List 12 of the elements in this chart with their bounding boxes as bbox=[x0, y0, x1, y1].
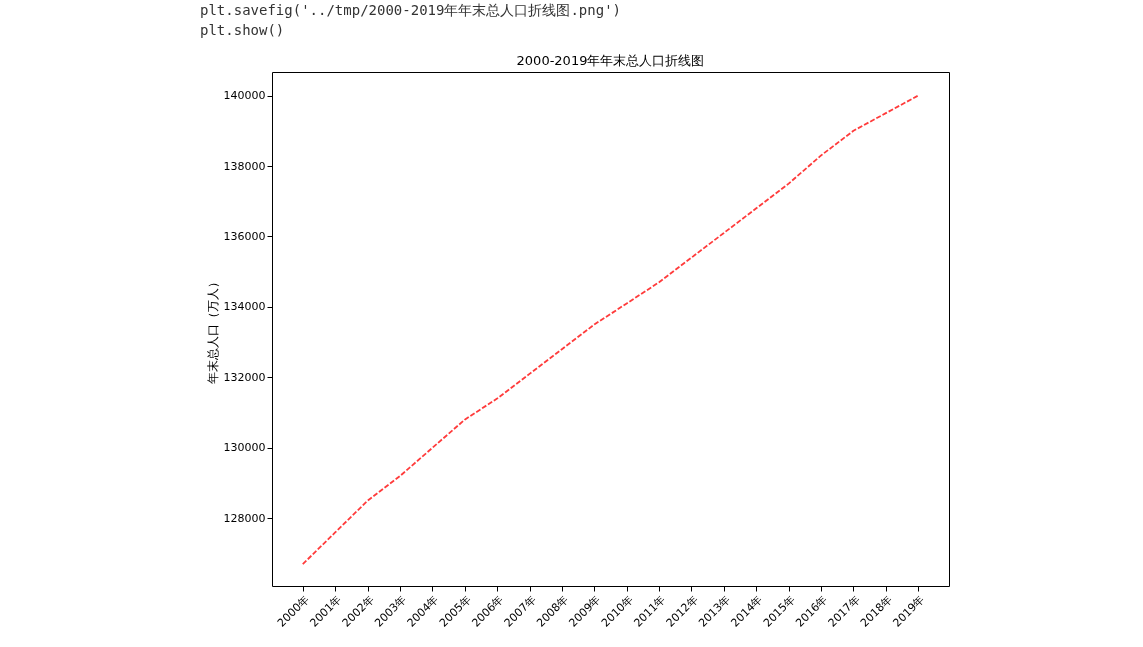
y-tick-label: 132000 bbox=[223, 370, 266, 384]
text: plt.savefig('../tmp/2000-2019年年末总人口折线图.png') bbox=[200, 1, 622, 20]
y-axis-title: 年末总人口（万人） bbox=[205, 275, 220, 384]
y-tick-label: 136000 bbox=[223, 229, 266, 243]
chart-title: 2000-2019年年末总人口折线图 bbox=[516, 53, 705, 68]
line-series bbox=[301, 94, 920, 566]
y-tick-label: 134000 bbox=[223, 300, 266, 314]
y-tick-label: 128000 bbox=[223, 511, 266, 525]
y-tick-label: 130000 bbox=[223, 441, 266, 455]
y-tick-label: 140000 bbox=[223, 89, 266, 103]
text: plt.show() bbox=[200, 21, 286, 40]
y-tick-label: 138000 bbox=[223, 159, 266, 173]
